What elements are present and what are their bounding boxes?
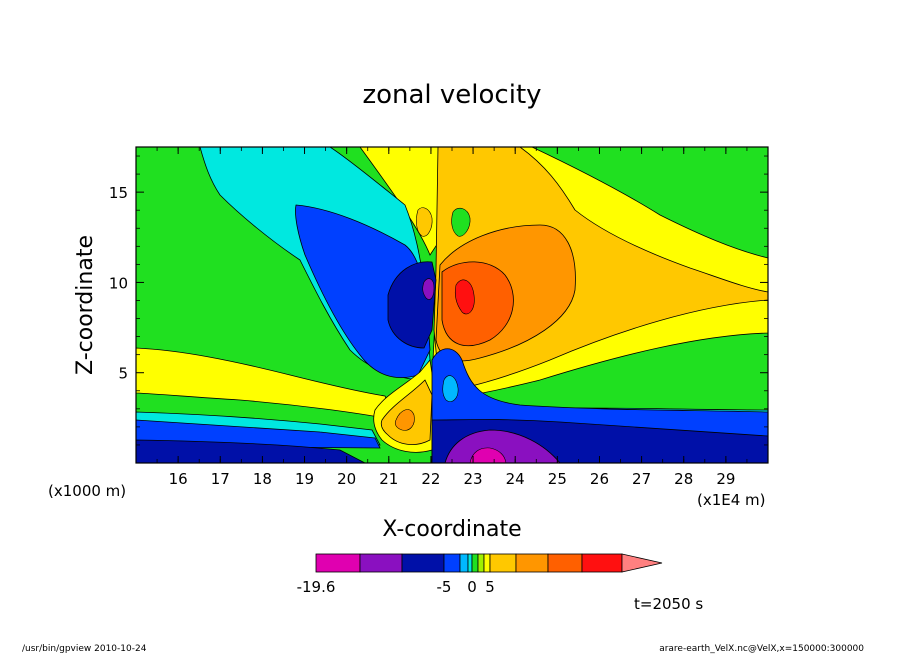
colorbar-segment-7 — [477, 553, 485, 573]
colorbar-label-1: -5 — [437, 578, 452, 596]
colorbar-segment-11 — [547, 553, 583, 573]
contour-band-center-cyan — [442, 375, 459, 402]
contour-band-lower-navy — [136, 439, 366, 463]
x-axis-unit: (x1E4 m) — [697, 491, 766, 509]
footer-right: arare-earth_VelX.nc@VelX,x=150000:300000 — [659, 644, 864, 654]
y-axis-label: Z-coordinate — [73, 235, 98, 375]
contour-band-lower-blue — [136, 419, 381, 449]
colorbar-segment-8 — [483, 553, 491, 573]
x-tick-label-4: 20 — [337, 470, 356, 488]
y-tick-label-0: 5 — [118, 365, 128, 383]
colorbar-segment-6 — [471, 553, 479, 573]
y-axis-unit: (x1000 m) — [48, 482, 126, 500]
contour-band-red — [454, 279, 475, 315]
x-tick-label-0: 16 — [169, 470, 188, 488]
colorbar-segment-12 — [581, 553, 623, 573]
colorbar-segment-0 — [315, 553, 361, 573]
footer-left: /usr/bin/gpview 2010-10-24 — [22, 644, 147, 654]
x-tick-label-9: 25 — [548, 470, 567, 488]
x-tick-label-7: 23 — [464, 470, 483, 488]
x-tick-label-6: 22 — [421, 470, 440, 488]
x-axis-label: X-coordinate — [382, 517, 521, 542]
y-tick-label-1: 10 — [109, 274, 128, 292]
colorbar-segment-9 — [489, 553, 517, 573]
x-tick-label-3: 19 — [295, 470, 314, 488]
contour-band-purple — [422, 278, 435, 300]
colorbar-segment-1 — [359, 553, 403, 573]
contour-field — [136, 147, 768, 463]
colorbar-segment-4 — [459, 553, 469, 573]
chart-title: zonal velocity — [362, 80, 541, 110]
time-label: t=2050 s — [634, 595, 703, 613]
colorbar-arrow — [621, 553, 663, 573]
colorbar-label-2: 0 — [467, 578, 477, 596]
contour-band-lower-dark-orange — [394, 409, 415, 431]
colorbar-labels: -19.6 -5 0 5 — [297, 578, 495, 596]
x-tick-label-2: 18 — [253, 470, 272, 488]
x-tick-label-13: 29 — [716, 470, 735, 488]
colorbar — [315, 553, 663, 573]
colorbar-label-3: 5 — [485, 578, 495, 596]
x-tick-label-5: 21 — [379, 470, 398, 488]
colorbar-segment-2 — [401, 553, 445, 573]
x-tick-label-12: 28 — [674, 470, 693, 488]
y-axis-ticks: 5 10 15 — [109, 155, 768, 446]
colorbar-segment-10 — [515, 553, 549, 573]
contour-band-right-magenta — [469, 447, 507, 463]
contour-band-green-blob-top — [451, 207, 471, 237]
colorbar-segment-5 — [467, 553, 473, 573]
y-tick-label-2: 15 — [109, 184, 128, 202]
x-tick-label-10: 26 — [590, 470, 609, 488]
colorbar-segment-3 — [443, 553, 461, 573]
x-axis-ticks: 16 17 18 19 20 21 22 23 24 25 26 27 28 29 — [156, 147, 748, 488]
x-tick-label-11: 27 — [632, 470, 651, 488]
contour-band-orange-blob-top — [416, 207, 433, 237]
colorbar-label-0: -19.6 — [297, 578, 336, 596]
x-tick-label-1: 17 — [211, 470, 230, 488]
x-tick-label-8: 24 — [506, 470, 525, 488]
